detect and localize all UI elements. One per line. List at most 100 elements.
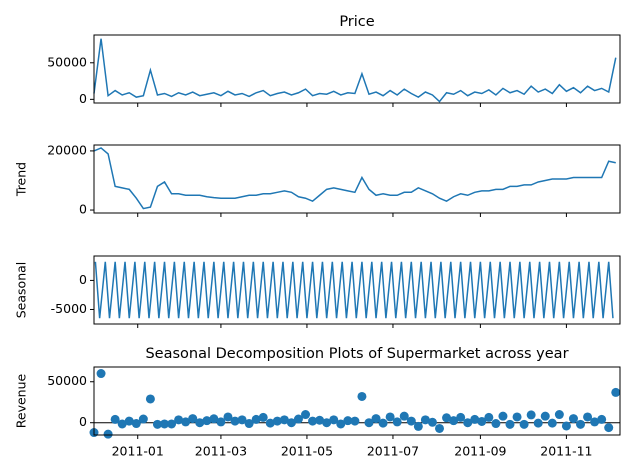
point [434,423,444,433]
point [272,416,282,426]
axes-frame [93,255,621,325]
x-tick-label: 2011-03 [195,444,247,459]
point [124,416,134,426]
point [456,412,466,422]
point [533,418,543,428]
point [293,414,303,424]
point [160,419,170,429]
point [399,411,409,421]
point [152,419,162,429]
point [195,418,205,428]
y-tick-label: 0 [79,91,87,106]
point [604,423,614,433]
y-tick-label: 0 [79,414,87,429]
point [463,418,473,428]
y-tick-label: 0 [79,272,87,287]
point [329,415,339,425]
point [216,417,226,427]
x-tick-label: 2011-11 [540,444,592,459]
point [202,416,212,426]
point [237,415,247,425]
axes-frame [93,144,621,214]
point [364,418,374,428]
point [413,421,423,431]
x-tick-label: 2011-07 [367,444,419,459]
point [371,414,381,424]
point [209,414,219,424]
y-tick-label: 20000 [47,142,87,157]
point [519,419,529,429]
point [138,414,148,424]
point [336,419,346,429]
x-tick-label: 2011-01 [112,444,164,459]
point [554,410,564,420]
point [357,391,367,401]
point [406,416,416,426]
series-line [93,38,617,103]
point [251,414,261,424]
point [286,418,296,428]
point [611,387,621,397]
point [378,418,388,428]
point [145,394,155,404]
point [181,417,191,427]
point [350,416,360,426]
point [96,369,106,379]
point [576,419,586,429]
point [265,418,275,428]
point [583,412,593,422]
point [449,416,459,426]
point [117,419,127,429]
point [343,416,353,426]
point [244,419,254,429]
point [597,414,607,424]
axes-frame [93,366,621,436]
point [188,414,198,424]
point [308,416,318,426]
series-line [94,261,614,319]
y-tick-label: -5000 [51,301,87,316]
point [223,412,233,422]
x-tick-label: 2011-05 [281,444,333,459]
point [427,417,437,427]
point [590,417,600,427]
point [279,415,289,425]
point [547,418,557,428]
point [470,414,480,424]
point [167,419,177,429]
point [442,413,452,423]
point [174,415,184,425]
point [110,414,120,424]
point [420,415,430,425]
point [540,411,550,421]
point [526,410,536,420]
panel-title: Price [339,14,374,30]
axes-frame [93,34,621,104]
y-axis-label: Revenue [14,373,29,428]
point [505,419,515,429]
point [385,412,395,422]
point [103,429,113,439]
panel-title: Seasonal Decomposition Plots of Supermar… [145,346,568,362]
x-tick-label: 2011-09 [454,444,506,459]
point [561,421,571,431]
point [230,416,240,426]
point [131,419,141,429]
point [392,417,402,427]
point [491,419,501,429]
y-tick-label: 50000 [47,54,87,69]
y-axis-label: Trend [14,162,29,197]
y-tick-label: 50000 [47,373,87,388]
point [258,412,268,422]
point [568,414,578,424]
y-axis-label: Seasonal [14,262,29,319]
point [512,412,522,422]
y-tick-label: 0 [79,202,87,217]
point [484,412,494,422]
point [322,418,332,428]
point [498,411,508,421]
point [477,416,487,426]
point [301,410,311,420]
point [315,415,325,425]
